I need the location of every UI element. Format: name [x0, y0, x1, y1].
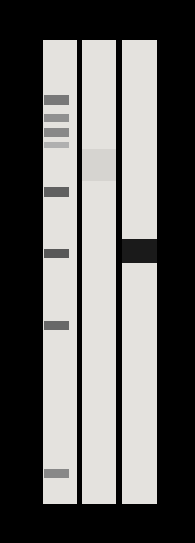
Bar [44, 128, 69, 137]
Bar [82, 40, 116, 504]
Bar [44, 96, 69, 105]
Text: 180-: 180- [8, 128, 27, 137]
Text: 66-: 66- [13, 249, 27, 258]
Bar [122, 239, 157, 263]
Text: 230-: 230- [8, 96, 27, 104]
Bar [44, 115, 69, 122]
Text: RNPC3: RNPC3 [163, 247, 192, 255]
Bar [43, 40, 77, 504]
Bar [82, 149, 116, 181]
Bar [44, 320, 69, 330]
Text: 12-: 12- [14, 469, 27, 478]
Bar [44, 469, 69, 478]
Bar [44, 249, 69, 258]
Bar [122, 40, 157, 504]
Text: 40-: 40- [14, 321, 27, 330]
Text: 116-: 116- [8, 187, 27, 197]
Bar [44, 187, 69, 197]
Bar [44, 142, 69, 148]
